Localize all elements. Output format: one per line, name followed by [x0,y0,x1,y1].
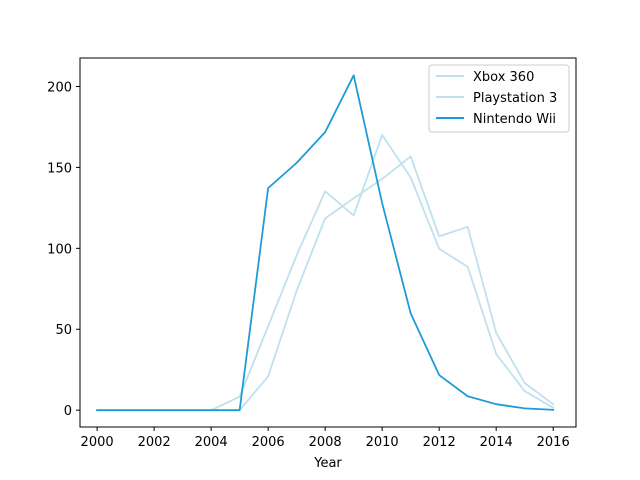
x-tick-label: 2002 [138,435,171,450]
y-tick-label: 50 [55,323,72,338]
plot-frame [79,57,577,428]
y-tick-label: 200 [47,80,72,95]
x-tick-label: 2008 [309,435,342,450]
legend-box [428,64,570,133]
x-axis-label: Year [313,456,342,471]
x-tick-label: 2004 [195,435,228,450]
series-line-playstation-3 [96,155,555,412]
chart-marks [96,74,555,412]
x-tick-label: 2000 [81,435,114,450]
legend-label-xbox-360: Xbox 360 [473,70,534,85]
legend-label-playstation-3: Playstation 3 [473,91,557,106]
x-tick-label: 2006 [252,435,285,450]
y-tick-label: 0 [64,404,72,419]
legend: Xbox 360 Playstation 3 Nintendo Wii [428,64,570,133]
legend-label-nintendo-wii: Nintendo Wii [473,112,556,127]
y-axis: 0 50 100 150 200 [47,80,80,419]
x-tick-label: 2014 [480,435,513,450]
x-axis: 2000 2002 2004 2006 2008 2010 2012 2014 2016 [81,427,570,450]
y-tick-label: 150 [47,161,72,176]
x-tick-label: 2010 [366,435,399,450]
x-tick-label: 2012 [423,435,456,450]
series-line-xbox-360 [96,134,555,412]
series-line-nintendo-wii [96,74,555,412]
x-tick-label: 2016 [537,435,570,450]
y-tick-label: 100 [47,242,72,257]
